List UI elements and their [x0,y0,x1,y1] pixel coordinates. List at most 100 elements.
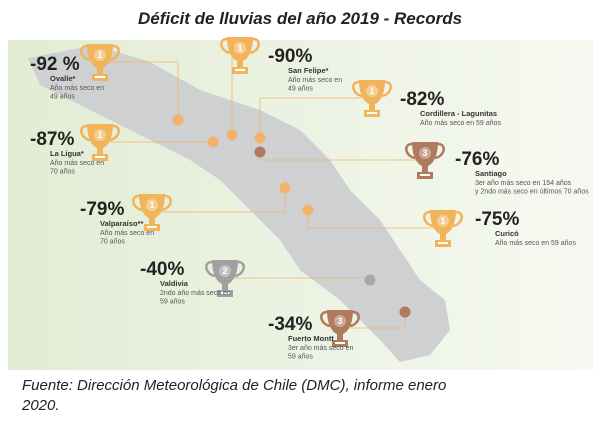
rank: 1 [237,43,242,53]
place: Ovalle* [50,74,76,83]
trophy-plate [420,174,430,176]
place: Valparaíso** [100,219,143,228]
note: 3er año más seco en [288,345,353,352]
percent: -90% [268,46,312,67]
trophy-handles [205,260,245,278]
trophy-cup [212,260,238,290]
note: 59 años [160,299,185,306]
note: 3er año más seco en 154 años [475,180,572,187]
location-dot [254,146,266,158]
trophy-badge [234,42,246,54]
rank: 1 [149,200,154,210]
note: 70 años [100,239,125,246]
note: 49 años [288,86,313,93]
location-dot [399,306,411,318]
trophy-badge [437,215,449,227]
rank: 3 [422,148,427,158]
note: Año más seco en [50,160,104,167]
trophy: 1 [80,44,120,81]
trophy: 1 [220,37,260,74]
rank: 3 [337,316,342,326]
note: 70 años [50,169,75,176]
connector [259,97,372,138]
trophy: 1 [352,80,392,117]
percent: -75% [475,209,519,230]
trophy-cup [227,37,253,67]
rank: 1 [97,50,102,60]
trophy-handles [132,194,172,212]
location-dot [207,136,219,148]
trophy-cup [359,80,385,110]
rank: 1 [97,130,102,140]
trophy: 1 [423,210,463,247]
trophy-plate [95,76,105,78]
trophy-handles [80,124,120,142]
trophy-cup [430,210,456,240]
location-dot [302,204,314,216]
trophy-badge [94,129,106,141]
trophy-badge [419,147,431,159]
trophy-plate [147,226,157,228]
note: Año más seco en [50,85,104,92]
title: Déficit de lluvias del año 2019 - Record… [138,9,462,28]
trophy-plate [220,292,230,294]
trophy-plate [235,69,245,71]
location-dot [172,114,184,126]
percent: -34% [268,314,312,335]
trophy: 2 [205,260,245,297]
rank: 1 [440,216,445,226]
place: Curicó [495,229,519,238]
note: Año más seco en 59 años [420,120,501,127]
map [28,45,450,362]
note: Año más seco en 59 años [495,240,576,247]
location-dot [364,274,376,286]
trophy-plate [335,342,345,344]
trophy-cup [139,194,165,224]
note: Año más seco en [288,77,342,84]
trophy-plate [95,156,105,158]
trophy-badge [146,199,158,211]
trophy: 3 [320,310,360,347]
trophy-cup [87,44,113,74]
trophy-cup [412,142,438,172]
percent: -40% [140,259,184,280]
location-dot [226,129,238,141]
place: Santiago [475,169,507,178]
note: 59 años [288,354,313,361]
trophy: 3 [405,142,445,179]
trophy-handles [320,310,360,328]
place: La Ligua* [50,149,84,158]
percent: -82% [400,89,444,110]
trophy: 1 [80,124,120,161]
percent: -76% [455,149,499,170]
trophy-handles [423,210,463,228]
location-dot [279,182,291,194]
trophy-handles [352,80,392,98]
trophy-plate [438,242,448,244]
trophy-handles [80,44,120,62]
place: Cordillera - Lagunitas [420,109,497,118]
note: 2ndo año más seco en [160,290,231,297]
trophy-cup [87,124,113,154]
trophy-handles [405,142,445,160]
percent: -92 % [30,54,80,75]
trophy-plate [367,112,377,114]
connector [100,61,179,120]
rank: 1 [369,86,374,96]
trophy-badge [94,49,106,61]
trophy-cup [327,310,353,340]
connector [152,188,286,213]
trophy-badge [366,85,378,97]
trophy: 1 [132,194,172,231]
place: Fuerto Montt [288,334,334,343]
trophy-handles [220,37,260,55]
percent: -87% [30,129,74,150]
note: 49 años [50,94,75,101]
trophy-badge [334,315,346,327]
connector [307,210,443,229]
percent: -79% [80,199,124,220]
source: 2020. [21,397,60,414]
note: Año más seco en [100,230,154,237]
trophy-badge [219,265,231,277]
